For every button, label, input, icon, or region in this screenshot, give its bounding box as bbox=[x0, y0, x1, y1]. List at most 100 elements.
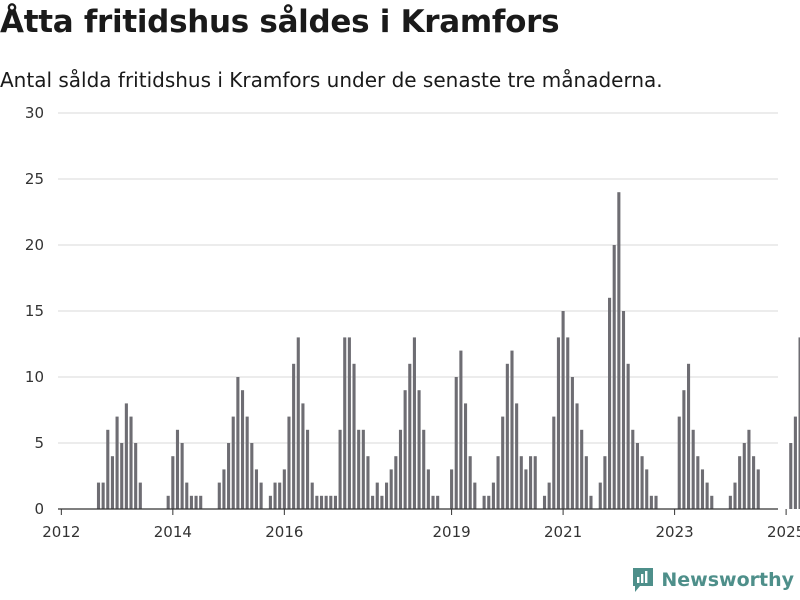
bar bbox=[254, 469, 259, 509]
bar bbox=[635, 443, 639, 509]
bar bbox=[608, 297, 612, 509]
bar bbox=[292, 363, 296, 509]
bar bbox=[742, 443, 746, 509]
bar bbox=[459, 350, 463, 509]
bar bbox=[580, 429, 584, 509]
bar bbox=[700, 469, 705, 509]
bar bbox=[468, 456, 472, 509]
bar bbox=[640, 456, 644, 509]
bar bbox=[375, 482, 379, 509]
bar bbox=[180, 443, 184, 509]
bar bbox=[566, 337, 570, 509]
bar bbox=[199, 495, 203, 509]
bar bbox=[519, 456, 523, 509]
bar bbox=[793, 416, 797, 509]
bar bbox=[645, 469, 649, 509]
bar bbox=[250, 443, 254, 509]
x-tick-label: 2012 bbox=[42, 523, 80, 541]
y-tick-label: 20 bbox=[25, 236, 44, 254]
bar bbox=[96, 482, 101, 509]
bar bbox=[454, 377, 458, 509]
bar bbox=[319, 495, 324, 509]
bar bbox=[417, 390, 421, 509]
bar bbox=[352, 363, 356, 509]
bar bbox=[138, 482, 142, 509]
bar bbox=[561, 311, 565, 509]
bar bbox=[217, 482, 221, 509]
y-tick-label: 30 bbox=[25, 104, 44, 122]
bar bbox=[789, 443, 793, 509]
bar bbox=[473, 482, 477, 509]
bar bbox=[361, 429, 365, 509]
bar bbox=[315, 495, 319, 509]
bar bbox=[556, 337, 561, 509]
bar bbox=[268, 495, 272, 509]
bar bbox=[185, 482, 189, 509]
bar bbox=[612, 245, 616, 509]
bar bbox=[106, 429, 110, 509]
bar bbox=[166, 495, 170, 509]
bar bbox=[491, 482, 495, 509]
bar bbox=[575, 403, 579, 509]
bar bbox=[752, 456, 756, 509]
bar bbox=[510, 350, 514, 509]
bar bbox=[124, 403, 128, 509]
x-tick-label: 2021 bbox=[544, 523, 582, 541]
bar bbox=[691, 429, 695, 509]
x-tick-label: 2014 bbox=[154, 523, 192, 541]
bar bbox=[301, 403, 305, 509]
bar bbox=[682, 390, 686, 509]
bar bbox=[710, 495, 714, 509]
bar bbox=[324, 495, 328, 509]
bar bbox=[426, 469, 430, 509]
bar bbox=[501, 416, 505, 509]
bar bbox=[738, 456, 742, 509]
bar bbox=[273, 482, 277, 509]
y-tick-label: 25 bbox=[25, 170, 44, 188]
bar bbox=[343, 337, 347, 509]
bar bbox=[194, 495, 198, 509]
bar bbox=[403, 390, 407, 509]
bar bbox=[584, 456, 588, 509]
bar bbox=[134, 443, 138, 509]
bar bbox=[626, 363, 630, 509]
x-tick-label: 2019 bbox=[433, 523, 471, 541]
chart-title: Åtta fritidshus såldes i Kramfors bbox=[0, 4, 560, 40]
bar bbox=[505, 363, 509, 509]
bar bbox=[394, 456, 398, 509]
bar bbox=[222, 469, 226, 509]
bar bbox=[338, 429, 342, 509]
bar bbox=[603, 456, 607, 509]
y-axis: 0 5 10 15 20 25 30 bbox=[25, 104, 44, 518]
bar bbox=[533, 456, 537, 509]
x-tick-label: 2023 bbox=[656, 523, 694, 541]
bar bbox=[747, 429, 751, 509]
bar bbox=[366, 456, 370, 509]
bar bbox=[175, 429, 180, 509]
bar bbox=[431, 495, 435, 509]
bar bbox=[408, 363, 412, 509]
bar bbox=[515, 403, 519, 509]
bar bbox=[231, 416, 235, 509]
bar bbox=[389, 469, 393, 509]
bar bbox=[240, 390, 245, 509]
bar bbox=[329, 495, 333, 509]
bar bbox=[728, 495, 732, 509]
bar bbox=[686, 363, 691, 509]
bar bbox=[654, 495, 658, 509]
y-tick-label: 0 bbox=[34, 500, 44, 518]
bar bbox=[677, 416, 681, 509]
bar bbox=[115, 416, 119, 509]
bar bbox=[259, 482, 263, 509]
bar bbox=[649, 495, 653, 509]
bar bbox=[589, 495, 593, 509]
y-tick-label: 5 bbox=[34, 434, 44, 452]
bar bbox=[129, 416, 133, 509]
bar bbox=[347, 337, 351, 509]
y-tick-label: 10 bbox=[25, 368, 44, 386]
bar bbox=[227, 443, 231, 509]
bar bbox=[357, 429, 361, 509]
bar bbox=[450, 469, 454, 509]
bar bbox=[287, 416, 291, 509]
